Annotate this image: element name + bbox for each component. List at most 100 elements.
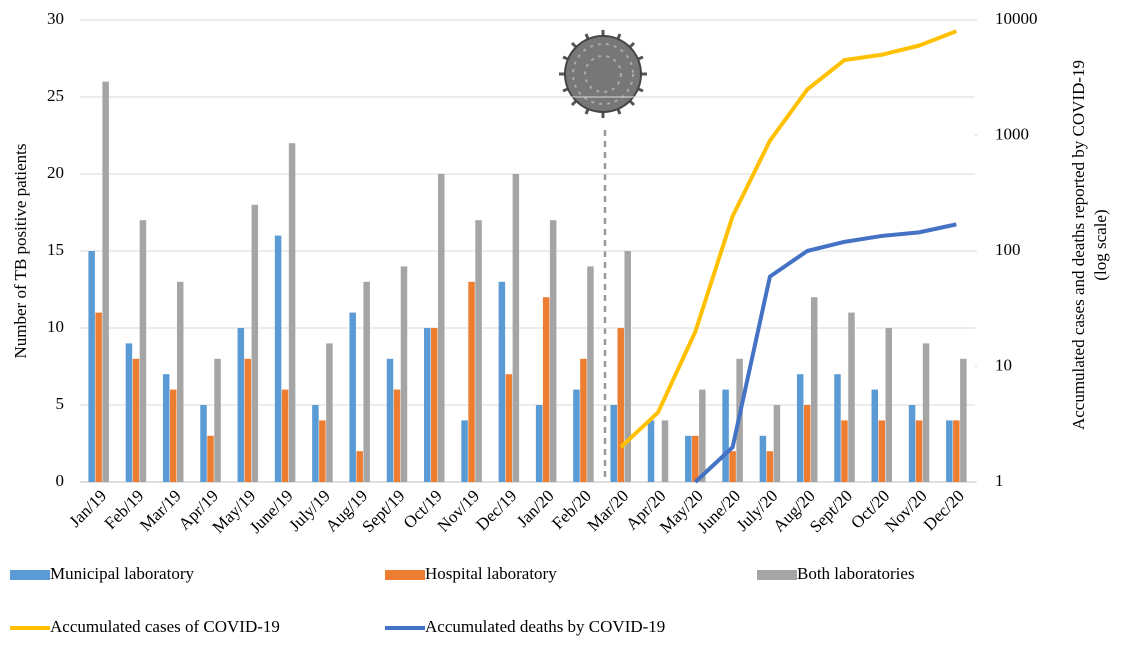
chart: Number of TB positive patients Accumulat… bbox=[0, 0, 1121, 641]
y2-axis-title: Accumulated cases and deaths reported by… bbox=[1069, 60, 1088, 430]
bar bbox=[475, 220, 482, 482]
bar bbox=[648, 420, 655, 482]
x-tick-label: Sept/20 bbox=[806, 486, 856, 536]
virus-icon bbox=[559, 30, 647, 118]
bar bbox=[133, 359, 140, 482]
bar bbox=[88, 251, 95, 482]
bar bbox=[797, 374, 804, 482]
legend-label: Accumulated deaths by COVID-19 bbox=[425, 617, 665, 636]
bar bbox=[767, 451, 774, 482]
y-tick-label: 30 bbox=[47, 9, 64, 28]
bar bbox=[692, 436, 699, 482]
y2-tick-label: 10 bbox=[995, 355, 1012, 374]
x-tick-label: Dec/19 bbox=[472, 486, 520, 534]
legend-label: Both laboratories bbox=[797, 564, 915, 583]
bar bbox=[312, 405, 319, 482]
bar bbox=[140, 220, 147, 482]
bar bbox=[326, 343, 333, 482]
legend-swatch bbox=[10, 570, 50, 580]
y-tick-label: 10 bbox=[47, 317, 64, 336]
x-tick-label: Mar/19 bbox=[136, 486, 185, 535]
bar bbox=[275, 236, 282, 482]
x-tick-label: Dec/20 bbox=[920, 486, 968, 534]
bar bbox=[506, 374, 512, 482]
bar bbox=[886, 328, 893, 482]
bar bbox=[238, 328, 245, 482]
bar bbox=[102, 82, 109, 482]
bar bbox=[319, 420, 326, 482]
bar bbox=[811, 297, 818, 482]
bar bbox=[624, 251, 631, 482]
bar bbox=[879, 420, 886, 482]
bar bbox=[499, 282, 506, 482]
bar bbox=[349, 313, 356, 482]
bar bbox=[550, 220, 557, 482]
bar bbox=[587, 266, 594, 482]
line bbox=[621, 31, 957, 447]
bar bbox=[729, 451, 736, 482]
bar bbox=[431, 328, 438, 482]
bar bbox=[289, 143, 296, 482]
bar bbox=[163, 374, 170, 482]
bar bbox=[438, 174, 445, 482]
bar bbox=[207, 436, 214, 482]
bar bbox=[356, 451, 363, 482]
bar bbox=[699, 390, 706, 482]
legend-label: Hospital laboratory bbox=[425, 564, 557, 583]
bar bbox=[177, 282, 184, 482]
bar bbox=[387, 359, 394, 482]
bar bbox=[946, 420, 953, 482]
bar bbox=[468, 282, 475, 482]
y-tick-label: 0 bbox=[56, 471, 65, 490]
bar bbox=[662, 420, 669, 482]
bar bbox=[513, 174, 520, 482]
legend-swatch bbox=[385, 570, 425, 580]
bar bbox=[200, 405, 207, 482]
y-tick-label: 15 bbox=[47, 240, 64, 259]
bar bbox=[394, 390, 401, 482]
y-tick-label: 20 bbox=[47, 163, 64, 182]
bar bbox=[610, 405, 617, 482]
bar bbox=[916, 420, 923, 482]
bar bbox=[170, 390, 177, 482]
bar bbox=[543, 297, 550, 482]
bar bbox=[804, 405, 811, 482]
bar bbox=[282, 390, 289, 482]
y-tick-label: 5 bbox=[56, 394, 65, 413]
bar bbox=[841, 420, 848, 482]
bar bbox=[580, 359, 587, 482]
y-tick-label: 25 bbox=[47, 86, 64, 105]
bar bbox=[424, 328, 431, 482]
x-tick-label: Nov/19 bbox=[434, 486, 483, 535]
y2-tick-label: 10000 bbox=[995, 9, 1038, 28]
x-tick-label: Jan/19 bbox=[65, 486, 110, 531]
bar bbox=[214, 359, 221, 482]
bar bbox=[536, 405, 543, 482]
bar bbox=[953, 420, 960, 482]
bar bbox=[252, 205, 259, 482]
bar bbox=[461, 420, 468, 482]
y-axis-title: Number of TB positive patients bbox=[11, 144, 30, 359]
bar bbox=[760, 436, 767, 482]
bar bbox=[722, 390, 729, 482]
y2-tick-label: 100 bbox=[995, 240, 1021, 259]
y2-axis-title: (log scale) bbox=[1091, 209, 1110, 280]
bar bbox=[95, 313, 102, 482]
bar bbox=[834, 374, 841, 482]
bar bbox=[401, 266, 408, 482]
bar bbox=[872, 390, 879, 482]
bar bbox=[848, 313, 855, 482]
y2-tick-label: 1 bbox=[995, 471, 1004, 490]
bar bbox=[245, 359, 252, 482]
x-tick-label: Nov/20 bbox=[881, 486, 930, 535]
x-tick-label: Mar/20 bbox=[583, 486, 632, 535]
x-tick-label: Jan/20 bbox=[513, 486, 558, 531]
bar bbox=[685, 436, 692, 482]
bar bbox=[909, 405, 916, 482]
bar bbox=[923, 343, 930, 482]
bar bbox=[363, 282, 370, 482]
bar bbox=[774, 405, 781, 482]
legend-swatch bbox=[757, 570, 797, 580]
x-tick-label: Sept/19 bbox=[358, 486, 408, 536]
bar bbox=[573, 390, 580, 482]
